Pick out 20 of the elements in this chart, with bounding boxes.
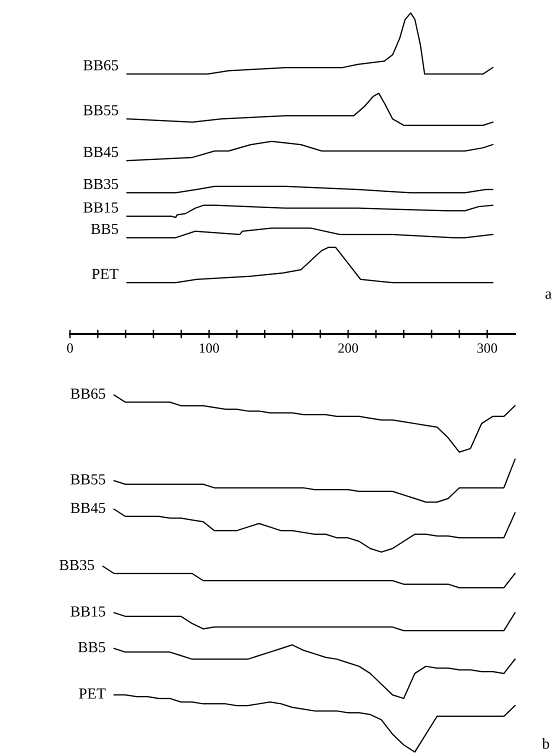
series-label: PET [79, 688, 106, 699]
series-label: BB35 [83, 178, 118, 190]
x-tick-label: 200 [338, 343, 358, 353]
series-label: BB65 [83, 60, 118, 70]
series-label: BB5 [91, 224, 118, 234]
text: a [546, 291, 552, 299]
text: b [542, 738, 550, 749]
series-label: BB35 [59, 560, 94, 570]
x-tick-label: 300 [477, 343, 498, 353]
series-label: BB45 [83, 146, 118, 158]
series-label: BB5 [78, 642, 106, 652]
x-tick-label: 100 [200, 343, 219, 353]
series-label: BB55 [70, 474, 106, 485]
x-tick-label: 0 [67, 343, 73, 353]
series-label: BB15 [83, 202, 118, 213]
series-label: BB45 [70, 502, 106, 514]
series-label: PET [92, 268, 118, 279]
series-label: BB55 [83, 105, 118, 116]
series-label: BB65 [70, 388, 106, 399]
series-label: BB15 [70, 606, 106, 617]
